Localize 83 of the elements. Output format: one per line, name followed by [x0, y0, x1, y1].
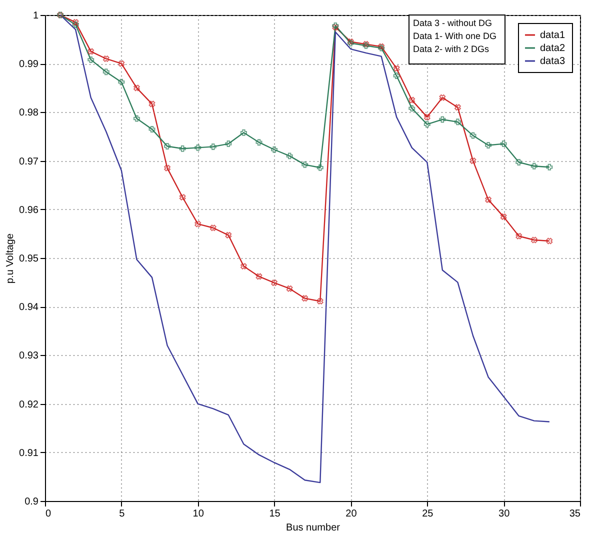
point — [424, 121, 430, 128]
x-tick-label: 0 — [46, 508, 52, 520]
point — [210, 143, 216, 150]
point — [530, 162, 538, 170]
y-tick-label: 0.95 — [19, 254, 39, 264]
y-tick-label: 0.9 — [24, 496, 39, 508]
annotation: Data 1- With one DG — [413, 31, 497, 41]
point — [485, 196, 492, 203]
point — [286, 152, 293, 160]
point — [72, 21, 79, 28]
point — [470, 132, 476, 139]
point — [133, 115, 140, 122]
point — [302, 295, 308, 302]
point — [439, 94, 446, 101]
point — [454, 104, 461, 111]
x-tick-label: 20 — [346, 508, 358, 520]
y-tick-label: 0.92 — [19, 399, 39, 410]
point — [516, 232, 522, 240]
point — [225, 232, 232, 238]
point — [500, 140, 507, 148]
point — [164, 142, 171, 150]
point — [164, 164, 170, 172]
y-tick-label: 0.99 — [19, 59, 39, 70]
y-tick-label: 0.98 — [19, 108, 39, 119]
point — [316, 164, 324, 171]
y-axis-title: p.u Voltage — [5, 233, 16, 284]
x-tick-label: 10 — [192, 508, 204, 520]
point — [408, 96, 416, 104]
point — [393, 65, 400, 72]
y-tick-label: 1 — [32, 10, 39, 22]
point — [530, 236, 538, 244]
point — [194, 144, 202, 151]
x-tick-label: 15 — [269, 508, 281, 520]
y-tick-label: 0.94 — [19, 302, 39, 314]
point — [72, 19, 79, 26]
point — [485, 142, 492, 148]
point — [316, 298, 324, 304]
point — [210, 224, 216, 232]
point — [118, 60, 125, 67]
annotation: Data 2- with 2 DGs — [413, 44, 490, 54]
y-tick-label: 0.96 — [19, 204, 39, 216]
point — [118, 78, 125, 86]
point — [148, 126, 156, 132]
point — [225, 140, 232, 148]
point — [424, 114, 430, 120]
point — [102, 68, 110, 76]
point — [286, 285, 293, 292]
point — [439, 116, 446, 123]
x-tick-label: 25 — [422, 508, 434, 520]
point — [454, 118, 461, 126]
point — [179, 145, 186, 152]
point — [102, 56, 110, 62]
point — [256, 273, 262, 280]
point — [271, 280, 278, 286]
point — [393, 72, 400, 79]
x-tick-label: 35 — [569, 508, 581, 520]
annotation: Data 3 - without DG — [413, 18, 492, 28]
point — [500, 213, 507, 220]
point — [179, 194, 186, 200]
legend-label: data3 — [540, 56, 566, 67]
point — [256, 139, 262, 146]
legend-label: data1 — [540, 30, 566, 41]
point — [194, 220, 202, 228]
point — [546, 164, 553, 170]
point — [271, 146, 278, 153]
point — [148, 100, 156, 108]
legend-label: data2 — [540, 43, 566, 54]
x-tick-label: 30 — [498, 508, 510, 520]
x-tick-label: 5 — [119, 508, 126, 520]
point — [88, 48, 94, 55]
point — [240, 263, 247, 270]
point — [240, 129, 247, 136]
x-axis-title: Bus number — [286, 522, 341, 534]
y-tick-label: 0.93 — [19, 350, 39, 362]
point — [134, 84, 140, 92]
point — [302, 161, 308, 168]
point — [408, 105, 416, 112]
point — [546, 238, 553, 244]
point — [516, 159, 522, 166]
y-tick-label: 0.91 — [19, 448, 39, 459]
point — [88, 56, 94, 63]
point — [470, 158, 476, 164]
y-tick-label: 0.97 — [19, 156, 39, 168]
